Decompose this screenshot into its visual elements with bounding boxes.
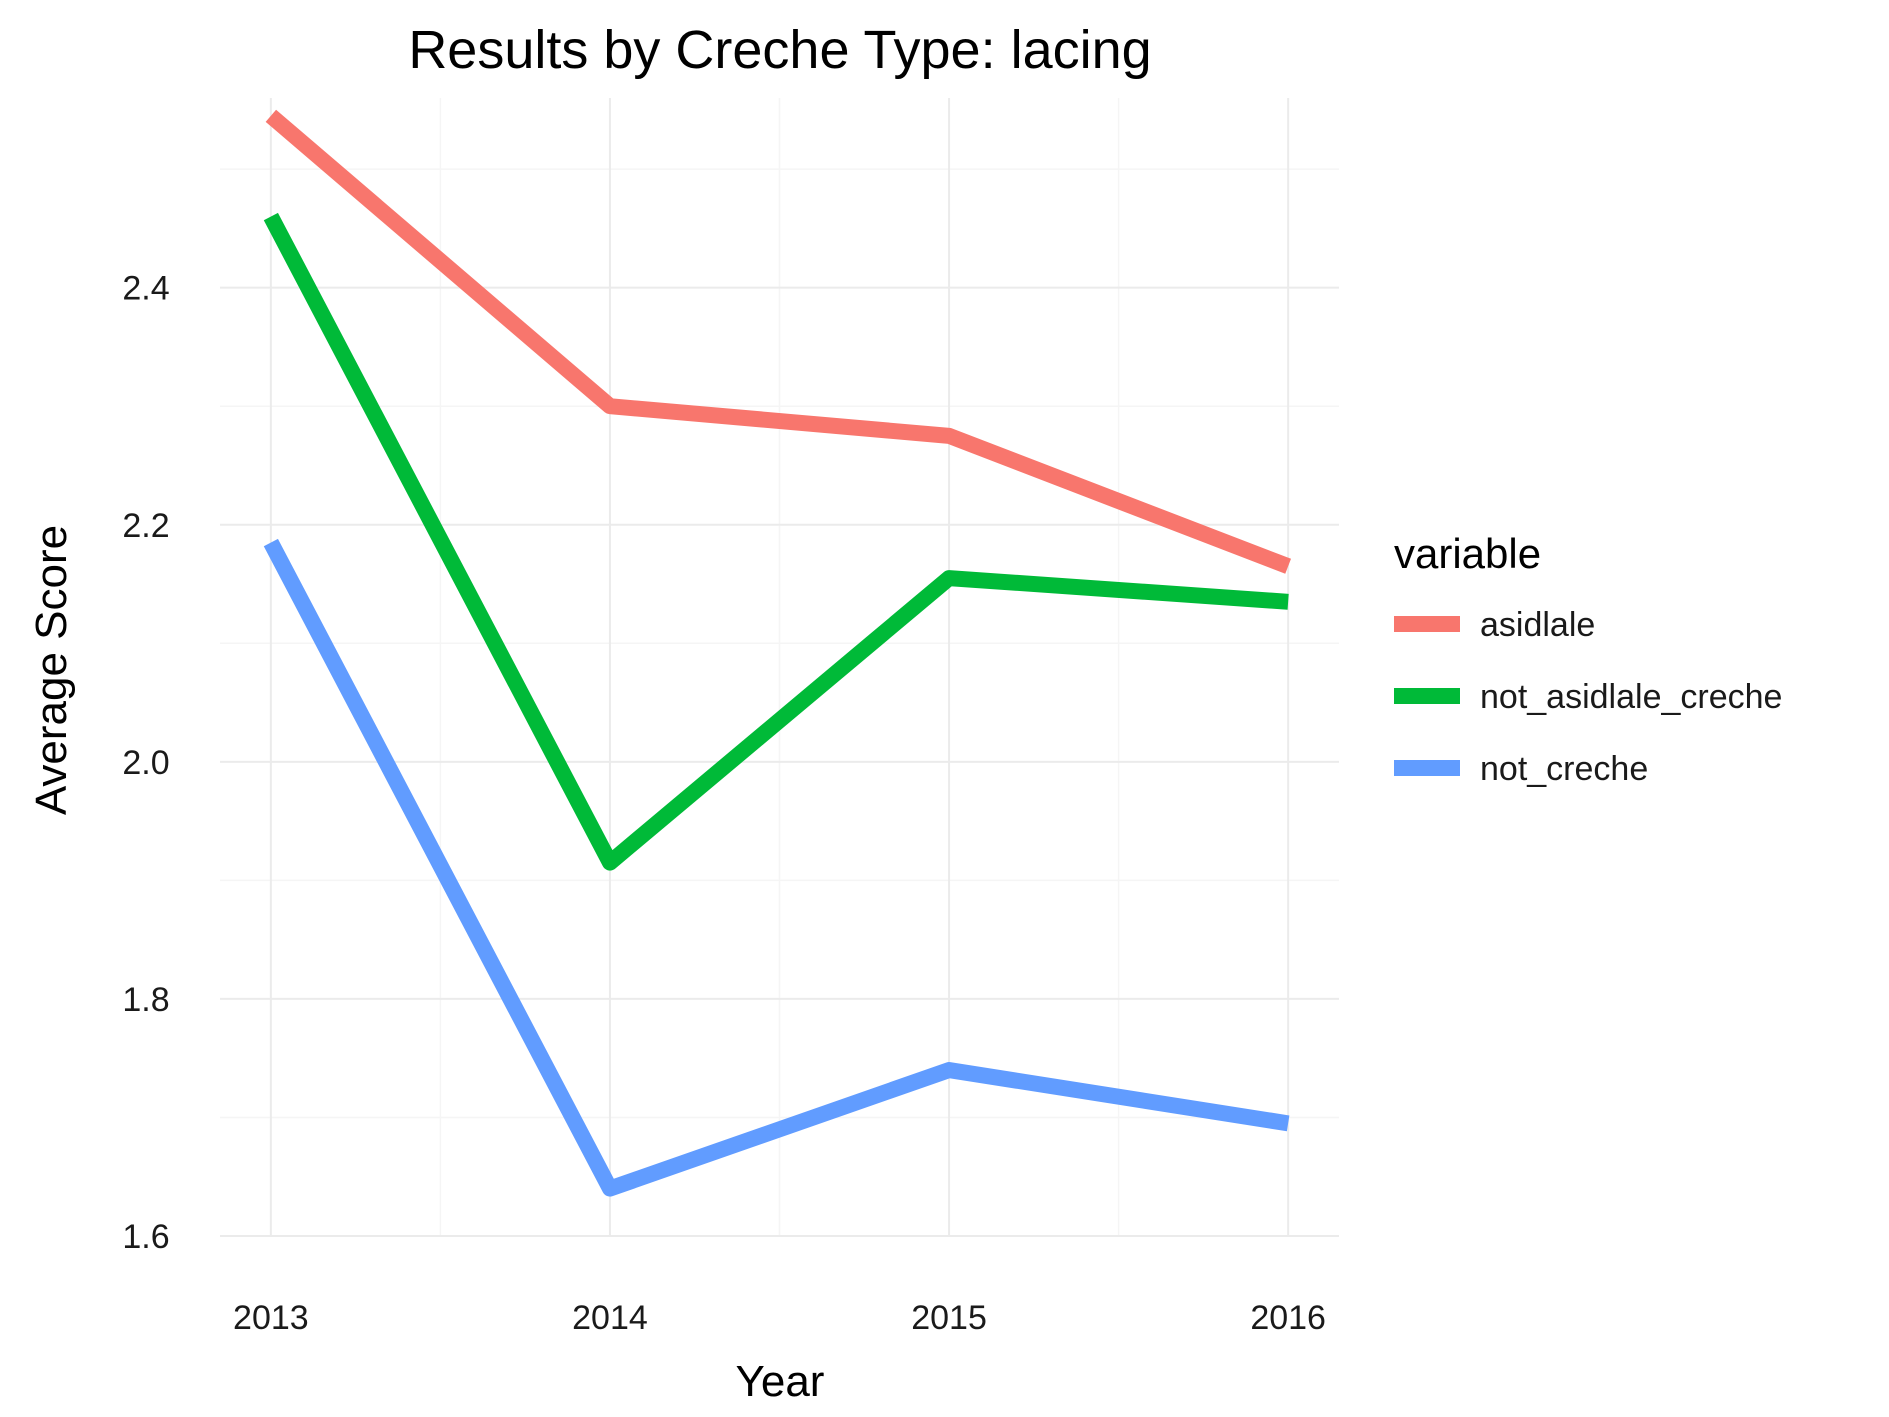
x-tick-label: 2015 xyxy=(911,1299,987,1337)
y-axis-title: Average Score xyxy=(27,525,76,815)
y-tick-label: 1.6 xyxy=(122,1218,169,1256)
legend-label: not_creche xyxy=(1480,750,1648,788)
grid xyxy=(220,98,1339,1237)
x-tick-label: 2013 xyxy=(233,1299,309,1337)
x-axis-title: Year xyxy=(736,1357,825,1406)
x-tick-label: 2016 xyxy=(1250,1299,1326,1337)
y-tick-label: 2.4 xyxy=(122,270,169,308)
legend-title: variable xyxy=(1394,530,1541,577)
legend-label: asidlale xyxy=(1480,606,1595,644)
chart-title: Results by Creche Type: lacing xyxy=(408,20,1151,80)
legend-label: not_asidlale_creche xyxy=(1480,678,1782,716)
y-axis-ticks: 1.6 1.8 2.0 2.2 2.4 xyxy=(122,270,169,1256)
series-lines xyxy=(263,109,1292,1197)
y-tick-label: 1.8 xyxy=(122,981,169,1019)
x-axis-ticks: 2013 2014 2015 2016 xyxy=(233,1299,1326,1337)
y-tick-label: 2.0 xyxy=(122,744,169,782)
legend: variable asidlale not_asidlale_creche not_… xyxy=(1394,530,1782,788)
series-line-asidlale xyxy=(265,109,1292,574)
y-tick-label: 2.2 xyxy=(122,507,169,545)
series-line-not_creche xyxy=(263,538,1290,1197)
series-line-not_asidlale_creche xyxy=(263,212,1289,871)
x-tick-label: 2014 xyxy=(572,1299,648,1337)
